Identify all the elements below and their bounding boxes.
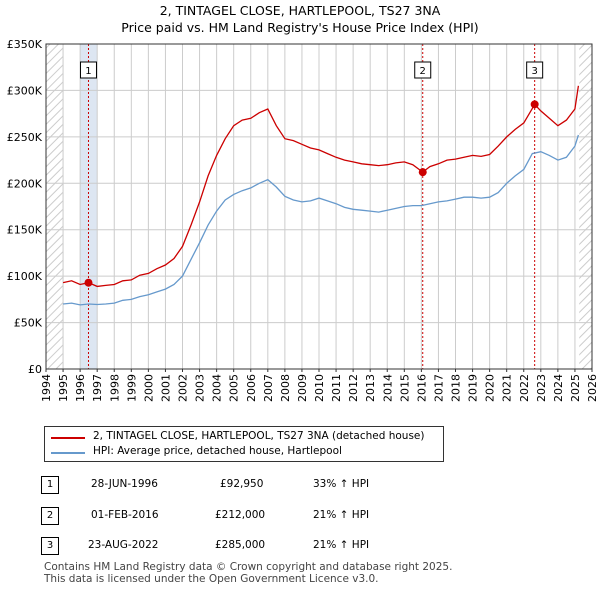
sale-hpi-2: 21% ↑ HPI <box>313 509 370 521</box>
sale-label-box-1 <box>79 61 97 79</box>
x-tick-label: 2025 <box>569 374 582 402</box>
x-tick-label: 2002 <box>177 374 190 402</box>
x-tick-label: 2024 <box>552 374 565 402</box>
sale-price-3: £285,000 <box>215 539 266 551</box>
legend-label-property: 2, TINTAGEL CLOSE, HARTLEPOOL, TS27 3NA … <box>93 430 425 442</box>
sale-point-3 <box>530 100 539 109</box>
x-tick-label: 2016 <box>415 374 428 402</box>
x-tick-label: 2020 <box>484 374 497 402</box>
sale-date-2: 01-FEB-2016 <box>91 509 159 521</box>
x-tick-label: 2005 <box>228 374 241 402</box>
sale-point-2 <box>418 168 427 177</box>
sale-price-2: £212,000 <box>215 509 266 521</box>
sale-row-1: 1 28-JUN-1996 £92,950 33% ↑ HPI <box>0 476 600 496</box>
sale-label-box-3 <box>526 61 544 79</box>
x-tick-label: 2009 <box>296 374 309 402</box>
sale-number-3: 3 <box>41 537 59 555</box>
series-line-property <box>62 85 580 288</box>
x-tick-label: 2018 <box>450 374 463 402</box>
footer-licence: This data is licensed under the Open Gov… <box>44 573 379 585</box>
y-tick-label: £100K <box>7 270 43 283</box>
series-line-hpi <box>63 134 580 306</box>
legend-swatch-property <box>51 437 85 439</box>
x-tick-label: 2011 <box>330 374 343 402</box>
y-tick-label: £200K <box>7 177 43 190</box>
x-tick-label: 1995 <box>57 374 70 402</box>
sale-price-1: £92,950 <box>220 478 264 490</box>
sale-label-2: 2 <box>420 66 426 77</box>
y-tick-label: £50K <box>14 317 43 330</box>
x-tick-label: 2023 <box>535 374 548 402</box>
x-tick-label: 2017 <box>432 374 445 402</box>
sale-row-3: 3 23-AUG-2022 £285,000 21% ↑ HPI <box>0 537 600 557</box>
x-tick-label: 2008 <box>279 374 292 402</box>
x-tick-label: 2007 <box>262 374 275 402</box>
y-tick-label: £300K <box>7 84 43 97</box>
sale-number-2: 2 <box>41 507 59 525</box>
sale-date-3: 23-AUG-2022 <box>88 539 159 551</box>
sale-label-3: 3 <box>531 66 537 77</box>
x-tick-label: 2003 <box>194 374 207 402</box>
footer-copyright: Contains HM Land Registry data © Crown c… <box>44 561 453 573</box>
price-chart: 1 2 3 £0 £50K £100K £150K £200K £250K £300K £350K 1… <box>7 38 599 402</box>
sale-band-1 <box>80 44 98 369</box>
hatch-after-data <box>579 44 592 369</box>
y-tick-label: £150K <box>7 224 43 237</box>
legend-label-hpi: HPI: Average price, detached house, Hart… <box>93 445 342 457</box>
sale-label-box-2 <box>414 61 432 79</box>
x-tick-label: 1997 <box>91 374 104 402</box>
x-tick-label: 1999 <box>125 374 138 402</box>
legend: 2, TINTAGEL CLOSE, HARTLEPOOL, TS27 3NA … <box>44 426 444 462</box>
x-tick-label: 1994 <box>40 374 53 402</box>
x-tick-label: 1998 <box>108 374 121 402</box>
x-tick-label: 2001 <box>159 374 172 402</box>
chart-title: 2, TINTAGEL CLOSE, HARTLEPOOL, TS27 3NA <box>159 3 441 18</box>
sale-row-2: 2 01-FEB-2016 £212,000 21% ↑ HPI <box>0 507 600 527</box>
sale-hpi-1: 33% ↑ HPI <box>313 478 370 490</box>
y-tick-label: £250K <box>7 131 43 144</box>
hatch-before-data <box>46 44 64 369</box>
x-tick-label: 2013 <box>364 374 377 402</box>
x-tick-label: 2019 <box>467 374 480 402</box>
x-tick-label: 2000 <box>142 374 155 402</box>
x-tick-label: 2022 <box>518 374 531 402</box>
x-tick-label: 2026 <box>586 374 599 402</box>
sale-hpi-3: 21% ↑ HPI <box>313 539 370 551</box>
x-tick-label: 2012 <box>347 374 360 402</box>
chart-subtitle: Price paid vs. HM Land Registry's House … <box>121 20 479 35</box>
y-tick-label: £0 <box>28 363 42 376</box>
x-tick-label: 2004 <box>211 374 224 402</box>
sale-label-1: 1 <box>85 66 91 77</box>
x-tick-label: 2015 <box>398 374 411 402</box>
y-tick-label: £350K <box>7 38 43 51</box>
sale-date-1: 28-JUN-1996 <box>91 478 158 490</box>
x-tick-label: 2014 <box>381 374 394 402</box>
x-tick-label: 2021 <box>501 374 514 402</box>
x-tick-label: 2006 <box>245 374 258 402</box>
x-tick-label: 1996 <box>74 374 87 402</box>
x-tick-label: 2010 <box>313 374 326 402</box>
legend-swatch-hpi <box>51 452 85 454</box>
sale-number-1: 1 <box>41 476 59 494</box>
sale-point-1 <box>84 278 93 287</box>
